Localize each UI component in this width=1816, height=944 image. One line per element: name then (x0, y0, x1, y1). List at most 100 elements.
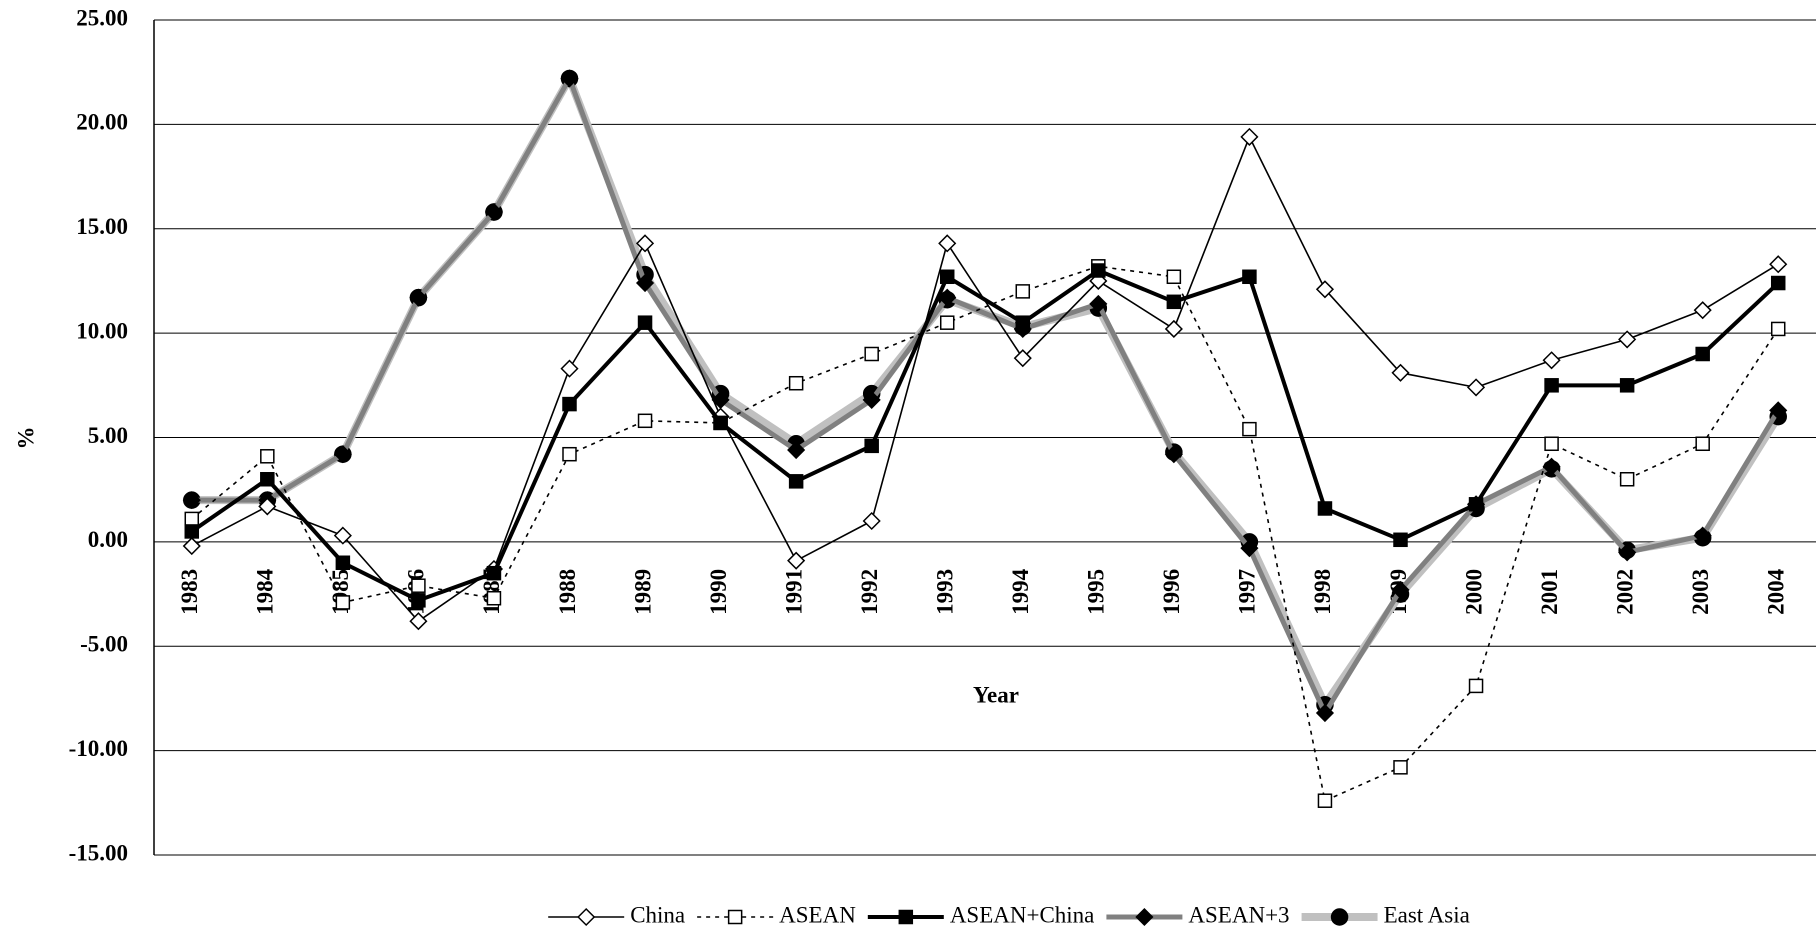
y-tick-label: 5.00 (88, 423, 128, 448)
legend-marker (1330, 908, 1349, 926)
point (1542, 457, 1561, 476)
point (182, 536, 201, 556)
point (635, 273, 655, 293)
point (939, 315, 955, 330)
x-tick-label: 1991 (781, 569, 806, 615)
point (1164, 319, 1183, 339)
point (1240, 539, 1259, 558)
y-tick-label: 10.00 (76, 318, 128, 343)
y-tick-label: -15.00 (69, 840, 128, 865)
point (1618, 330, 1637, 349)
point (1695, 436, 1710, 452)
series (184, 259, 1786, 808)
x-axis-label: Year (973, 682, 1019, 707)
x-tick-label: 1996 (1159, 569, 1184, 615)
point (862, 511, 881, 531)
point (939, 269, 955, 285)
point (562, 446, 577, 462)
x-tick-label: 1988 (555, 569, 580, 615)
x-tick-label: 2000 (1461, 569, 1486, 615)
y-tick-label: -5.00 (80, 632, 128, 657)
point (1391, 363, 1410, 382)
legend-marker (1135, 907, 1154, 927)
x-tick-label: 2001 (1537, 569, 1562, 615)
point (484, 202, 504, 222)
point (1242, 269, 1257, 285)
point (335, 555, 351, 570)
point (1091, 263, 1106, 278)
point (409, 288, 428, 307)
legend-marker (898, 909, 914, 925)
x-tick-label: 1992 (857, 569, 882, 615)
point (1315, 703, 1335, 723)
point (1544, 436, 1559, 452)
x-tick-label: 1993 (933, 569, 958, 615)
point (1089, 294, 1108, 313)
point (1769, 401, 1788, 420)
point (409, 612, 428, 631)
series (184, 263, 1786, 608)
point (1240, 127, 1259, 146)
point (1693, 301, 1712, 320)
legend-label: China (630, 902, 685, 927)
point (562, 396, 577, 412)
point (713, 415, 728, 431)
point (333, 445, 352, 464)
point (938, 234, 957, 253)
point (1468, 497, 1484, 512)
x-tick-label: 1998 (1310, 569, 1335, 615)
point (1769, 255, 1788, 274)
point (1619, 378, 1635, 393)
point (1466, 378, 1486, 397)
point (333, 526, 352, 545)
point (788, 375, 804, 391)
x-tick-label: 1994 (1008, 568, 1033, 615)
point (1391, 580, 1410, 599)
point (864, 438, 879, 454)
y-tick-label: 15.00 (76, 214, 128, 239)
point (864, 346, 879, 362)
point (1693, 526, 1712, 545)
x-tick-label: 1989 (630, 569, 655, 615)
series-line (191, 136, 1779, 622)
y-tick-label: -10.00 (69, 736, 128, 761)
legend-marker (577, 907, 596, 927)
point (788, 474, 804, 489)
point (184, 511, 200, 527)
point (1770, 321, 1786, 337)
point (335, 595, 351, 610)
legend-label: ASEAN+China (950, 902, 1095, 927)
point (1015, 284, 1031, 299)
point (1542, 351, 1561, 370)
point (560, 359, 579, 378)
point (184, 524, 200, 539)
point (1468, 678, 1484, 694)
y-tick-label: 20.00 (76, 110, 128, 135)
point (938, 288, 957, 307)
point (1317, 793, 1333, 808)
y-tick-label: 25.00 (76, 5, 128, 30)
legend-label: ASEAN (779, 902, 856, 927)
point (1317, 501, 1333, 516)
series-line (190, 268, 1780, 603)
point (411, 578, 426, 593)
point (862, 390, 881, 409)
point (1695, 346, 1710, 362)
point (1315, 280, 1335, 299)
point (637, 413, 653, 429)
point (1770, 275, 1786, 291)
point (260, 449, 275, 464)
point (1544, 378, 1559, 393)
x-tick-label: 2003 (1688, 569, 1713, 615)
point (1618, 543, 1637, 562)
point (1393, 532, 1408, 548)
point (182, 491, 201, 510)
point (258, 497, 277, 516)
x-tick-label: 1983 (177, 569, 202, 615)
point (411, 593, 426, 608)
point (1166, 294, 1182, 310)
point (787, 551, 806, 570)
x-tick-label: 2002 (1612, 569, 1637, 615)
x-tick-label: 1984 (253, 568, 278, 615)
